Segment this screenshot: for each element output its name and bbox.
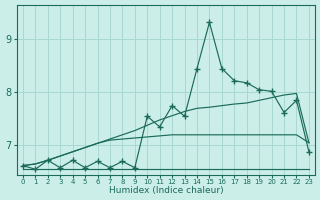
X-axis label: Humidex (Indice chaleur): Humidex (Indice chaleur) xyxy=(108,186,223,195)
